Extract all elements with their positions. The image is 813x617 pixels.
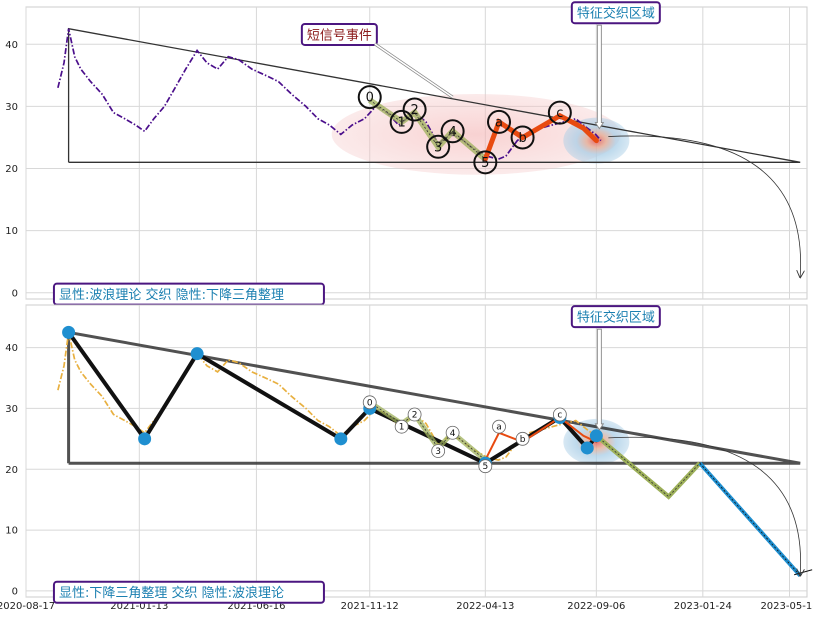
x-tick-label: 2022-09-06 — [567, 601, 625, 612]
y-tick-label: 30 — [5, 404, 18, 415]
projection-arrow — [608, 436, 800, 575]
wave-marker-label: 1 — [398, 115, 406, 130]
wave-marker-label: 1 — [399, 423, 405, 433]
wave-marker-2 — [407, 407, 422, 422]
wave-marker-label: 3 — [435, 447, 441, 457]
pivot-marker — [138, 432, 152, 446]
y-tick-label: 40 — [5, 343, 18, 354]
annotation-frame — [300, 22, 378, 46]
wave-marker-1 — [389, 109, 414, 134]
annotation-pointer — [594, 24, 605, 130]
annotation-frame — [570, 1, 661, 25]
y-tick-label: 20 — [5, 465, 18, 476]
annotation-pointer-inner — [374, 43, 454, 98]
wave-marker-label: c — [556, 106, 563, 121]
wave-marker-label: 3 — [434, 140, 442, 155]
wave-marker-4 — [445, 425, 460, 440]
wave-marker-2 — [402, 97, 427, 122]
pivot-marker — [580, 441, 594, 455]
annotation-box: 特征交织区域 — [570, 305, 661, 431]
pivot-marker — [334, 432, 348, 446]
wave-marker-c — [552, 407, 567, 422]
wave-marker-5 — [473, 150, 498, 175]
annotation-frame — [52, 580, 325, 604]
wave-marker-3 — [431, 444, 446, 458]
y-tick-label: 40 — [5, 40, 18, 51]
wave-marker-label: 5 — [481, 156, 489, 171]
y-tick-label: 20 — [5, 164, 18, 175]
projection-arrow — [608, 135, 800, 277]
annotation-box: 显性:波浪理论 交织 隐性:下降三角整理 — [52, 282, 325, 306]
annotation-box: 短信号事件 — [300, 22, 454, 99]
projection-green-core — [596, 435, 701, 498]
x-tick-label: 2022-04-13 — [456, 601, 514, 612]
wave-marker-label: 4 — [448, 125, 456, 140]
wave-marker-5 — [478, 459, 493, 474]
wave-marker-label: 0 — [366, 91, 374, 106]
x-tick-label: 2021-06-16 — [227, 601, 285, 612]
wave-marker-a — [492, 419, 506, 434]
descending-triangle — [67, 330, 801, 465]
descending-triangle — [67, 27, 801, 163]
wave-marker-a — [487, 109, 512, 134]
x-tick-label: 2020-08-17 — [0, 601, 55, 612]
wave-marker-b — [510, 125, 535, 150]
wave-ribbon-core — [369, 401, 486, 461]
wave-marker-c — [547, 100, 572, 125]
x-tick-label: 2023-01-24 — [674, 601, 732, 612]
annotation-box: 显性:下降三角整理 交织 隐性:波浪理论 — [52, 580, 325, 604]
annotation-pointer — [594, 328, 605, 431]
wave-marker-1 — [394, 419, 409, 434]
pivot-marker — [190, 347, 204, 361]
annotation-text: 显性:波浪理论 交织 隐性:下降三角整理 — [59, 287, 284, 303]
y-tick-label: 30 — [5, 102, 18, 113]
annotation-text: 特征交织区域 — [577, 6, 655, 22]
pivot-marker — [589, 429, 603, 443]
wave-marker-0 — [362, 395, 377, 410]
annotation-text: 特征交织区域 — [577, 310, 655, 326]
annotation-frame — [570, 305, 661, 329]
price-line — [57, 28, 602, 161]
pivot-marker — [62, 325, 76, 339]
wave-ribbon-core — [369, 99, 486, 160]
wave-marker-label: b — [520, 435, 526, 445]
projection-blue-core — [699, 462, 801, 576]
annotation-text: 短信号事件 — [307, 28, 372, 43]
x-tick-label: 2021-11-12 — [341, 601, 399, 612]
y-tick-label: 10 — [5, 226, 18, 237]
y-tick-label: 10 — [5, 526, 18, 537]
x-tick-label: 2021-01-13 — [110, 601, 168, 612]
abc-correction-line — [484, 416, 598, 462]
wave-marker-label: 4 — [450, 429, 456, 439]
wave-marker-label: 0 — [367, 398, 373, 408]
wave-marker-label: a — [495, 115, 503, 130]
plot-area — [25, 304, 808, 598]
abc-correction-line — [482, 112, 599, 162]
wave-marker-3 — [426, 134, 451, 159]
wave-marker-label: a — [496, 423, 502, 433]
wave-marker-label: 5 — [482, 462, 488, 472]
wave-marker-label: 2 — [412, 411, 418, 421]
wave-marker-4 — [440, 119, 465, 144]
annotation-text: 显性:下降三角整理 交织 隐性:波浪理论 — [59, 585, 284, 601]
y-tick-label: 0 — [12, 586, 18, 597]
wave-marker-label: c — [557, 411, 562, 421]
x-tick-label: 2023-05-18 — [760, 601, 813, 612]
wave-marker-label: b — [518, 131, 526, 146]
wave-marker-b — [515, 431, 530, 446]
wave-marker-0 — [357, 85, 382, 110]
wave-marker-label: 2 — [410, 103, 418, 118]
annotation-box: 特征交织区域 — [570, 1, 661, 130]
y-tick-label: 0 — [12, 288, 18, 299]
